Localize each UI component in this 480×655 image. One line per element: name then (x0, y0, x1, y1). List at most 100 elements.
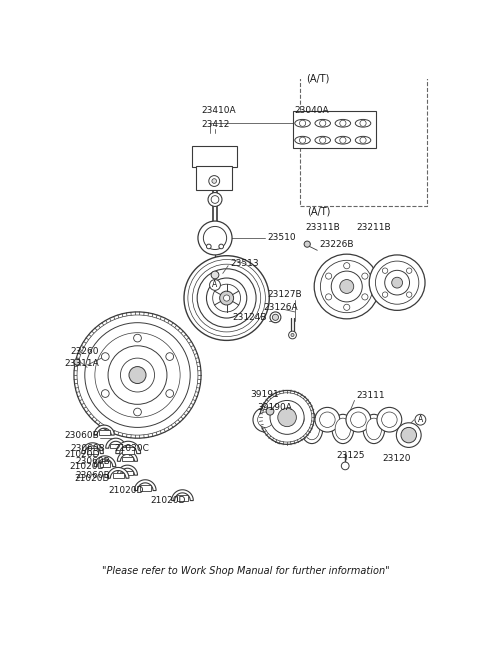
Circle shape (210, 280, 220, 290)
Circle shape (340, 120, 346, 126)
Circle shape (220, 291, 234, 305)
Text: 23060B: 23060B (65, 430, 99, 440)
Text: 23510: 23510 (268, 233, 296, 242)
Circle shape (120, 358, 155, 392)
Circle shape (260, 390, 314, 444)
Bar (300, 71, 427, 206)
Bar (113, 473, 123, 478)
Circle shape (385, 271, 409, 295)
Ellipse shape (304, 418, 320, 440)
Circle shape (284, 407, 309, 432)
Bar (292, 111, 376, 148)
Circle shape (360, 137, 366, 143)
Circle shape (262, 393, 312, 442)
Circle shape (211, 196, 219, 203)
Text: 21020D: 21020D (74, 474, 109, 483)
Text: 23060B: 23060B (75, 471, 110, 479)
Circle shape (133, 334, 142, 342)
Bar (122, 457, 133, 461)
Bar (177, 495, 188, 500)
Bar (99, 461, 110, 466)
Text: 23127B: 23127B (268, 290, 302, 299)
Circle shape (344, 304, 350, 310)
Circle shape (74, 312, 201, 438)
Circle shape (212, 179, 216, 183)
Circle shape (77, 315, 198, 435)
Ellipse shape (295, 136, 311, 144)
Circle shape (270, 312, 281, 323)
Bar (87, 448, 98, 454)
PathPatch shape (172, 490, 193, 500)
Circle shape (331, 271, 362, 302)
Text: (A/T): (A/T) (306, 73, 330, 84)
Circle shape (314, 254, 379, 319)
Circle shape (133, 408, 142, 416)
Text: 23060B: 23060B (70, 443, 105, 453)
Circle shape (300, 120, 306, 126)
Circle shape (206, 278, 247, 318)
Circle shape (320, 137, 326, 143)
Text: 23111: 23111 (356, 391, 384, 400)
Circle shape (375, 261, 419, 304)
Ellipse shape (295, 119, 311, 127)
Ellipse shape (315, 136, 330, 144)
Text: A: A (212, 280, 217, 290)
Ellipse shape (315, 119, 330, 127)
Circle shape (369, 255, 425, 310)
Circle shape (206, 244, 211, 249)
Text: 23040A: 23040A (294, 107, 329, 115)
Circle shape (197, 269, 256, 328)
Ellipse shape (301, 415, 323, 443)
Text: 39191: 39191 (250, 390, 278, 399)
Circle shape (396, 422, 421, 447)
Circle shape (270, 400, 304, 434)
Circle shape (166, 353, 174, 360)
Circle shape (101, 390, 109, 398)
Ellipse shape (363, 415, 385, 443)
Text: 21030C: 21030C (114, 443, 149, 453)
Circle shape (340, 280, 354, 293)
Bar (140, 485, 151, 491)
Text: 23124B: 23124B (232, 313, 266, 322)
Bar (196, 166, 232, 190)
Circle shape (258, 412, 273, 428)
Ellipse shape (335, 136, 350, 144)
Circle shape (315, 407, 340, 432)
Circle shape (304, 241, 311, 247)
Circle shape (407, 268, 412, 273)
Circle shape (325, 294, 332, 300)
Ellipse shape (355, 119, 371, 127)
Bar (192, 145, 237, 167)
Text: 21020D: 21020D (108, 486, 144, 495)
Text: 21020D: 21020D (150, 496, 185, 505)
Circle shape (350, 412, 366, 428)
Circle shape (208, 193, 222, 206)
Circle shape (344, 263, 350, 269)
Text: 23125: 23125 (336, 451, 365, 460)
Text: "Please refer to Work Shop Manual for further information": "Please refer to Work Shop Manual for fu… (102, 566, 390, 576)
Ellipse shape (366, 418, 382, 440)
Text: A: A (418, 415, 423, 424)
Circle shape (362, 294, 368, 300)
Circle shape (346, 407, 371, 432)
Text: 23311A: 23311A (65, 359, 99, 368)
Bar (110, 443, 121, 448)
Circle shape (278, 408, 296, 426)
Text: 23120: 23120 (383, 455, 411, 464)
Circle shape (129, 367, 146, 384)
Circle shape (253, 407, 278, 432)
Circle shape (362, 273, 368, 279)
Circle shape (108, 346, 167, 404)
Circle shape (184, 255, 269, 341)
PathPatch shape (116, 441, 141, 454)
PathPatch shape (94, 425, 114, 435)
Text: 23211B: 23211B (357, 223, 392, 232)
Circle shape (383, 292, 388, 297)
Circle shape (224, 295, 230, 301)
Circle shape (166, 390, 174, 398)
Circle shape (321, 260, 373, 312)
Bar (122, 447, 134, 454)
Circle shape (300, 137, 306, 143)
Ellipse shape (332, 415, 354, 443)
Circle shape (320, 120, 326, 126)
